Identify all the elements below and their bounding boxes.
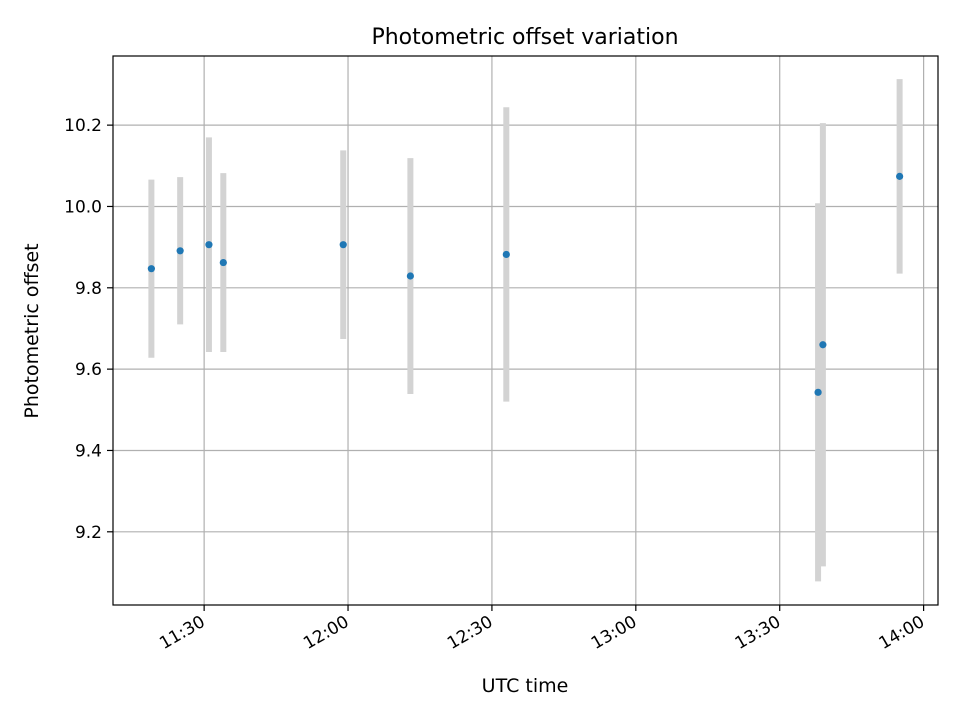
data-point <box>406 272 414 280</box>
y-axis-ticks: 9.2 9.4 9.6 9.8 10.0 10.2 <box>64 116 113 543</box>
data-point <box>819 341 827 349</box>
data-point <box>502 250 510 259</box>
data-point <box>339 241 347 249</box>
plot-frame <box>112 55 939 606</box>
chart-title: Photometric offset variation <box>371 25 678 50</box>
y-tick-label: 10.2 <box>64 116 102 136</box>
data-point <box>814 388 822 396</box>
y-tick-label: 9.6 <box>75 360 102 380</box>
x-axis-label: UTC time <box>482 675 569 697</box>
y-tick-label: 9.4 <box>75 441 102 461</box>
data-point <box>205 241 213 249</box>
data-point <box>147 265 155 273</box>
y-tick-label: 9.2 <box>75 523 102 543</box>
y-tick-label: 10.0 <box>64 197 102 217</box>
y-axis-label: Photometric offset <box>21 243 43 418</box>
data-points <box>147 172 904 396</box>
data-point <box>176 247 184 255</box>
y-tick-label: 9.8 <box>75 279 102 299</box>
data-point <box>219 258 227 267</box>
gridlines <box>113 56 938 605</box>
data-point <box>896 172 904 180</box>
